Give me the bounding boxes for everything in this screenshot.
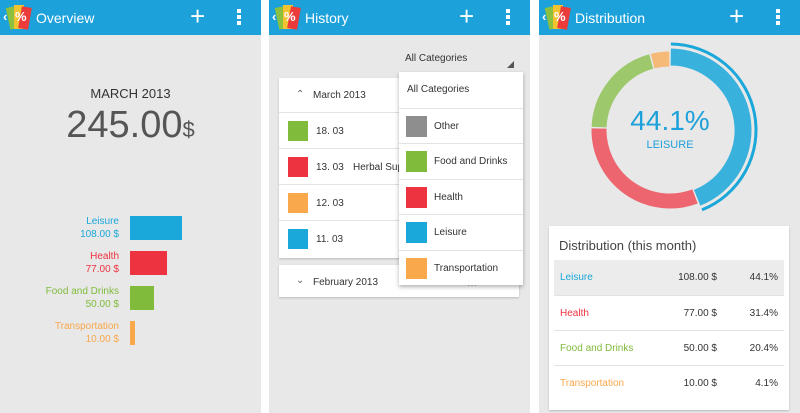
percent-logo-icon[interactable]: % (5, 5, 32, 30)
category-color-icon (406, 257, 427, 279)
month-label: MARCH 2013 (90, 86, 171, 101)
dropdown-option[interactable]: Transportation (399, 249, 523, 285)
entry-date: 12. 03 (316, 198, 344, 209)
percent-logo-icon[interactable]: % (544, 5, 571, 30)
screen-title: History (305, 10, 349, 26)
category-filter-select[interactable]: All Categories (405, 53, 468, 64)
app-bar: ‹ % Distribution + (539, 0, 800, 35)
category-name: Health (560, 308, 589, 319)
logo-glyph: % (284, 9, 296, 24)
month-group-label[interactable]: March 2013 (313, 90, 366, 101)
category-color-icon (288, 157, 308, 177)
category-bar (130, 321, 135, 345)
distribution-row[interactable]: Leisure 108.00 $ 44.1% (554, 260, 784, 295)
distribution-screen: ‹ % Distribution + 44.1% LEISURE Distrib… (539, 0, 800, 413)
screen-title: Overview (36, 10, 95, 26)
category-amount: 50.00 $ (85, 299, 119, 310)
option-label: Other (434, 120, 460, 132)
dropdown-option[interactable]: All Categories (399, 72, 523, 107)
overflow-menu-icon[interactable] (237, 9, 241, 27)
total-amount: 245.00$ (0, 104, 261, 147)
dropdown-triangle-icon[interactable] (507, 61, 514, 68)
screen-title: Distribution (575, 10, 646, 26)
category-color-icon (406, 222, 427, 243)
currency-symbol: $ (182, 117, 195, 142)
category-name: Food and Drinks (45, 286, 119, 297)
donut-segment-leisure[interactable] (670, 48, 752, 206)
dropdown-option[interactable]: Other (399, 107, 523, 143)
category-name: Health (90, 251, 119, 262)
category-color-icon (288, 193, 308, 213)
distribution-donut-chart[interactable] (580, 40, 760, 220)
overview-screen: ‹ % Overview + MARCH 2013 245.00$ Leisur… (0, 0, 261, 413)
app-bar: ‹ % Overview + (0, 0, 261, 35)
entry-date: 18. 03 (316, 126, 344, 137)
category-dropdown-menu: All Categories Other Food and Drinks Health… (399, 72, 523, 285)
donut-segment-health[interactable] (591, 128, 698, 209)
dropdown-option[interactable]: Health (399, 178, 523, 214)
entry-description: Herbal Sup (353, 162, 404, 173)
category-color-icon (406, 115, 427, 137)
category-amount: 108.00 $ (80, 229, 119, 240)
option-label: Transportation (434, 262, 499, 274)
category-percent: 20.4% (749, 343, 778, 354)
total-value: 245.00 (66, 104, 183, 146)
selected-segment-outline (670, 42, 758, 212)
chevron-left-icon[interactable]: ‹ (542, 9, 547, 24)
category-bar (130, 286, 155, 310)
category-name: Transportation (560, 378, 625, 389)
category-bar (130, 216, 182, 240)
selected-category-label: LEISURE (646, 139, 694, 151)
history-screen: ‹ % History + All Categories ⌃ March 201… (269, 0, 530, 413)
chevron-up-icon[interactable]: ⌃ (296, 89, 305, 100)
entry-date: 11. 03 (316, 234, 344, 245)
distribution-row[interactable]: Health 77.00 $ 31.4% (554, 295, 784, 330)
dropdown-option[interactable]: Food and Drinks (399, 143, 523, 178)
option-label: Health (434, 191, 463, 203)
plus-icon[interactable]: + (459, 1, 475, 31)
selected-percent: 44.1% (630, 105, 710, 136)
option-label: All Categories (407, 84, 470, 95)
category-color-icon (288, 229, 308, 249)
table-title: Distribution (this month) (559, 238, 697, 253)
logo-glyph: % (15, 9, 27, 24)
chevron-down-icon[interactable]: ⌄ (296, 275, 305, 286)
donut-segment-transportation[interactable] (650, 51, 670, 69)
dropdown-option[interactable]: Leisure (399, 214, 523, 249)
category-name: Leisure (86, 216, 119, 227)
donut-segment-food[interactable] (591, 54, 654, 128)
option-label: Food and Drinks (434, 156, 508, 167)
category-name: Transportation (54, 321, 119, 332)
chevron-left-icon[interactable]: ‹ (3, 9, 8, 24)
logo-glyph: % (554, 9, 566, 24)
distribution-row[interactable]: Food and Drinks 50.00 $ 20.4% (554, 330, 784, 365)
category-percent: 44.1% (749, 272, 778, 283)
category-amount: 77.00 $ (85, 264, 119, 275)
category-amount: 10.00 $ (85, 334, 119, 345)
overflow-menu-icon[interactable] (776, 9, 780, 27)
category-color-icon (406, 186, 427, 208)
app-bar: ‹ % History + (269, 0, 530, 35)
category-percent: 31.4% (749, 308, 778, 319)
plus-icon[interactable]: + (190, 1, 206, 31)
category-percent: 4.1% (755, 378, 778, 389)
option-label: Leisure (434, 227, 467, 238)
entry-date: 13. 03 (316, 162, 344, 173)
percent-logo-icon[interactable]: % (274, 5, 301, 30)
category-bar (130, 251, 168, 275)
category-amount: 108.00 $ (678, 272, 717, 283)
distribution-table: Distribution (this month) Leisure 108.00 … (549, 226, 789, 410)
category-name: Leisure (560, 272, 593, 283)
distribution-row[interactable]: Transportation 10.00 $ 4.1% (554, 365, 784, 400)
month-group-label[interactable]: February 2013 (313, 277, 379, 288)
category-amount: 50.00 $ (683, 343, 717, 354)
category-amount: 10.00 $ (683, 378, 717, 389)
category-amount: 77.00 $ (683, 308, 717, 319)
overflow-menu-icon[interactable] (506, 9, 510, 27)
chevron-left-icon[interactable]: ‹ (272, 9, 277, 24)
plus-icon[interactable]: + (729, 1, 745, 31)
category-name: Food and Drinks (560, 343, 634, 354)
category-color-icon (406, 151, 427, 172)
category-color-icon (288, 121, 308, 141)
